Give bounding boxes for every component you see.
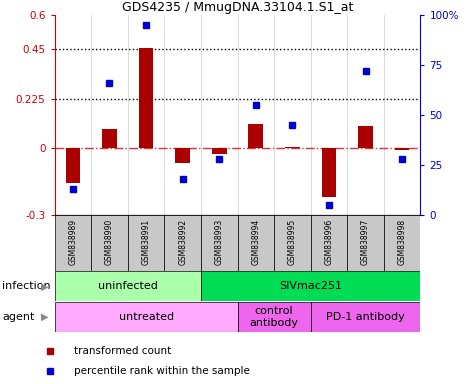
- Text: GSM838995: GSM838995: [288, 218, 297, 265]
- Text: GSM838992: GSM838992: [178, 219, 187, 265]
- Bar: [395, 149, 409, 150]
- Text: control
antibody: control antibody: [249, 306, 299, 328]
- Bar: [66, 149, 80, 183]
- Text: GSM838993: GSM838993: [215, 218, 224, 265]
- Bar: [274, 215, 311, 271]
- Text: transformed count: transformed count: [74, 346, 171, 356]
- Text: ▶: ▶: [41, 312, 49, 322]
- Bar: [311, 302, 420, 332]
- Text: GSM838997: GSM838997: [361, 218, 370, 265]
- Bar: [248, 124, 263, 149]
- Text: PD-1 antibody: PD-1 antibody: [326, 312, 405, 322]
- Bar: [322, 149, 336, 197]
- Text: GSM838991: GSM838991: [142, 219, 151, 265]
- Bar: [238, 215, 274, 271]
- Text: SIVmac251: SIVmac251: [279, 281, 342, 291]
- Bar: [164, 215, 201, 271]
- Bar: [55, 302, 238, 332]
- Text: untreated: untreated: [118, 312, 174, 322]
- Bar: [212, 149, 227, 154]
- Bar: [358, 126, 373, 149]
- Text: GSM838989: GSM838989: [68, 219, 77, 265]
- Bar: [55, 271, 201, 301]
- Title: GDS4235 / MmugDNA.33104.1.S1_at: GDS4235 / MmugDNA.33104.1.S1_at: [122, 1, 353, 14]
- Bar: [128, 215, 164, 271]
- Bar: [55, 215, 91, 271]
- Text: GSM838994: GSM838994: [251, 218, 260, 265]
- Bar: [201, 271, 420, 301]
- Text: infection: infection: [2, 281, 51, 291]
- Bar: [175, 149, 190, 163]
- Text: GSM838998: GSM838998: [398, 219, 407, 265]
- Text: uninfected: uninfected: [98, 281, 158, 291]
- Bar: [347, 215, 384, 271]
- Text: percentile rank within the sample: percentile rank within the sample: [74, 366, 249, 376]
- Bar: [201, 215, 238, 271]
- Bar: [139, 48, 153, 149]
- Bar: [311, 215, 347, 271]
- Bar: [285, 147, 300, 149]
- Text: agent: agent: [2, 312, 35, 322]
- Text: GSM838990: GSM838990: [105, 218, 114, 265]
- Text: GSM838996: GSM838996: [324, 218, 333, 265]
- Bar: [91, 215, 128, 271]
- Text: ▶: ▶: [41, 281, 49, 291]
- Bar: [238, 302, 311, 332]
- Bar: [102, 129, 117, 149]
- Bar: [384, 215, 420, 271]
